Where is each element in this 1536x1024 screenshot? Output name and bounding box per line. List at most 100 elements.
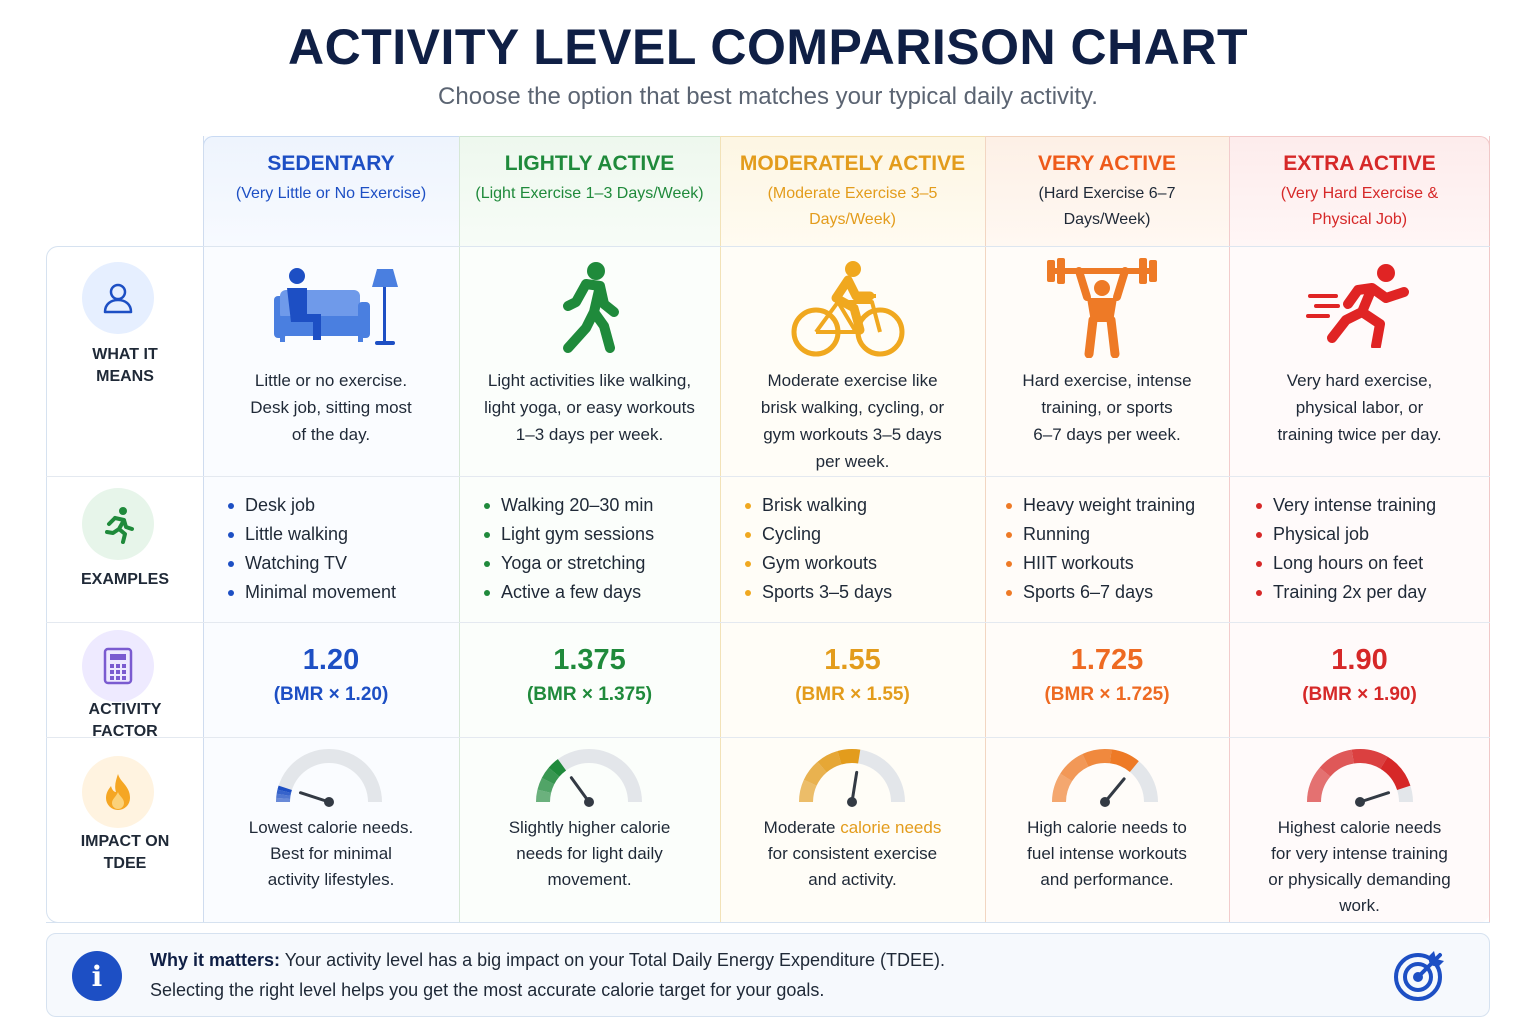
running-icon xyxy=(82,488,154,560)
list-item: Cycling xyxy=(745,520,980,549)
gauge-fill-segment xyxy=(803,761,827,786)
column-subtitle-lightly-active: (Light Exercise 1–3 Days/Week) xyxy=(475,185,704,202)
impact-text-lightly-active: Slightly higher calorie needs for light d… xyxy=(508,818,671,889)
gauge-fill-segment xyxy=(1307,767,1331,803)
factor-value-moderately-active: 1.55 xyxy=(824,644,881,676)
impact-text-moderately-active: Moderate calorie needs for consistent ex… xyxy=(763,818,942,889)
description-sedentary: Little or no exercise. Desk job, sitting … xyxy=(250,371,412,444)
flame-icon xyxy=(82,756,154,828)
info-box xyxy=(46,933,1490,1017)
header-bg-lightly-active xyxy=(459,136,720,246)
description-extra-active: Very hard exercise, physical labor, or tra… xyxy=(1277,371,1442,444)
list-item: Light gym sessions xyxy=(484,520,714,549)
factor-formula-sedentary: (BMR × 1.20) xyxy=(273,684,389,705)
gauge-fill-segment xyxy=(1380,756,1411,791)
page-title: ACTIVITY LEVEL COMPARISON CHART xyxy=(287,19,1248,75)
gauge-fill-segment xyxy=(817,750,842,773)
divider xyxy=(46,737,1490,738)
column-bg-extra-active xyxy=(1229,136,1490,923)
divider xyxy=(1229,136,1230,923)
gauge-fill-segment xyxy=(541,767,560,785)
description-very-active: Hard exercise, intense training, or sport… xyxy=(1022,371,1192,444)
divider xyxy=(203,136,204,923)
gauge-track xyxy=(276,749,382,803)
gauge-fill-segment xyxy=(1060,754,1089,782)
row-label-examples: EXAMPLES xyxy=(80,571,169,588)
column-title-extra-active: EXTRA ACTIVE xyxy=(1283,152,1436,175)
factor-formula-very-active: (BMR × 1.725) xyxy=(1044,684,1170,705)
header-bg-moderately-active xyxy=(720,136,985,246)
list-item: HIIT workouts xyxy=(1006,549,1226,578)
calorie-gauge-extra-active xyxy=(1307,749,1413,807)
calorie-gauge-moderately-active xyxy=(799,749,905,807)
factor-value-very-active: 1.725 xyxy=(1070,644,1144,676)
list-item: Active a few days xyxy=(484,578,714,607)
info-icon: i xyxy=(72,951,122,1001)
examples-list-moderately-active: Brisk walking Cycling Gym workouts Sport… xyxy=(745,491,980,607)
examples-list-very-active: Heavy weight training Running HIIT worko… xyxy=(1006,491,1226,607)
examples-list-lightly-active: Walking 20–30 min Light gym sessions Yog… xyxy=(484,491,714,607)
factor-value-lightly-active: 1.375 xyxy=(553,644,626,676)
list-item: Long hours on feet xyxy=(1256,549,1486,578)
column-subtitle-sedentary: (Very Little or No Exercise) xyxy=(235,185,427,202)
impact-text-very-active: High calorie needs to fuel intense workou… xyxy=(1027,818,1187,889)
divider xyxy=(46,622,1490,623)
divider xyxy=(46,476,1490,477)
list-item: Minimal movement xyxy=(228,578,453,607)
gauge-hub xyxy=(1355,797,1365,807)
factor-formula-moderately-active: (BMR × 1.55) xyxy=(795,684,910,705)
list-item: Running xyxy=(1006,520,1226,549)
row-label-activity-factor: ACTIVITY FACTOR xyxy=(88,701,162,740)
list-item: Gym workouts xyxy=(745,549,980,578)
gauge-fill-segment xyxy=(1351,749,1388,769)
gauge-hub xyxy=(584,797,594,807)
calorie-gauge-very-active xyxy=(1052,749,1158,807)
list-item: Yoga or stretching xyxy=(484,549,714,578)
gauge-needle xyxy=(298,791,331,804)
impact-text-sedentary: Lowest calorie needs. Best for minimal act… xyxy=(248,818,414,889)
calculator-icon xyxy=(82,630,154,702)
list-item: Physical job xyxy=(1256,520,1486,549)
column-title-moderately-active: MODERATELY ACTIVE xyxy=(739,152,966,175)
column-title-lightly-active: LIGHTLY ACTIVE xyxy=(504,152,675,175)
walking-icon xyxy=(563,262,619,353)
divider xyxy=(1489,136,1490,923)
list-item: Desk job xyxy=(228,491,453,520)
page-subtitle: Choose the option that best matches your… xyxy=(438,83,1098,110)
gauge-fill-segment xyxy=(1319,749,1355,777)
column-subtitle-very-active: (Hard Exercise 6–7 Days/Week) xyxy=(1038,185,1176,228)
header-bg-sedentary xyxy=(203,136,459,246)
cycling-icon xyxy=(791,261,905,357)
gauge-fill-segment xyxy=(276,789,292,796)
gauge-fill-segment xyxy=(536,789,552,803)
person-icon xyxy=(82,262,154,334)
gauge-fill-segment xyxy=(1109,749,1139,773)
gauge-fill-segment xyxy=(1052,773,1073,803)
target-icon xyxy=(1394,951,1444,1001)
divider xyxy=(985,136,986,923)
gauge-hub xyxy=(847,797,857,807)
list-item: Brisk walking xyxy=(745,491,980,520)
sofa-lamp-icon xyxy=(274,268,398,345)
gauge-fill-segment xyxy=(537,777,555,794)
header-bg-very-active xyxy=(985,136,1229,246)
examples-list-extra-active: Very intense training Physical job Long … xyxy=(1256,491,1486,607)
divider xyxy=(46,922,1490,923)
gauge-needle xyxy=(569,776,591,804)
column-title-very-active: VERY ACTIVE xyxy=(1037,152,1177,175)
calorie-gauge-lightly-active xyxy=(536,749,642,807)
column-title-sedentary: SEDENTARY xyxy=(267,152,395,175)
gauge-hub xyxy=(324,797,334,807)
divider xyxy=(720,136,721,923)
gauge-fill-segment xyxy=(799,779,817,803)
sprinting-icon xyxy=(1306,264,1409,348)
row-label-what-it-means: WHAT IT MEANS xyxy=(92,346,158,385)
header-bg-extra-active xyxy=(1229,136,1490,246)
factor-value-sedentary: 1.20 xyxy=(302,644,360,676)
gauge-fill-segment xyxy=(837,749,861,765)
list-item: Sports 6–7 days xyxy=(1006,578,1226,607)
column-bg-very-active xyxy=(985,136,1229,923)
gauge-fill-segment xyxy=(1082,749,1112,767)
list-item: Watching TV xyxy=(228,549,453,578)
gauge-fill-segment xyxy=(277,785,292,793)
